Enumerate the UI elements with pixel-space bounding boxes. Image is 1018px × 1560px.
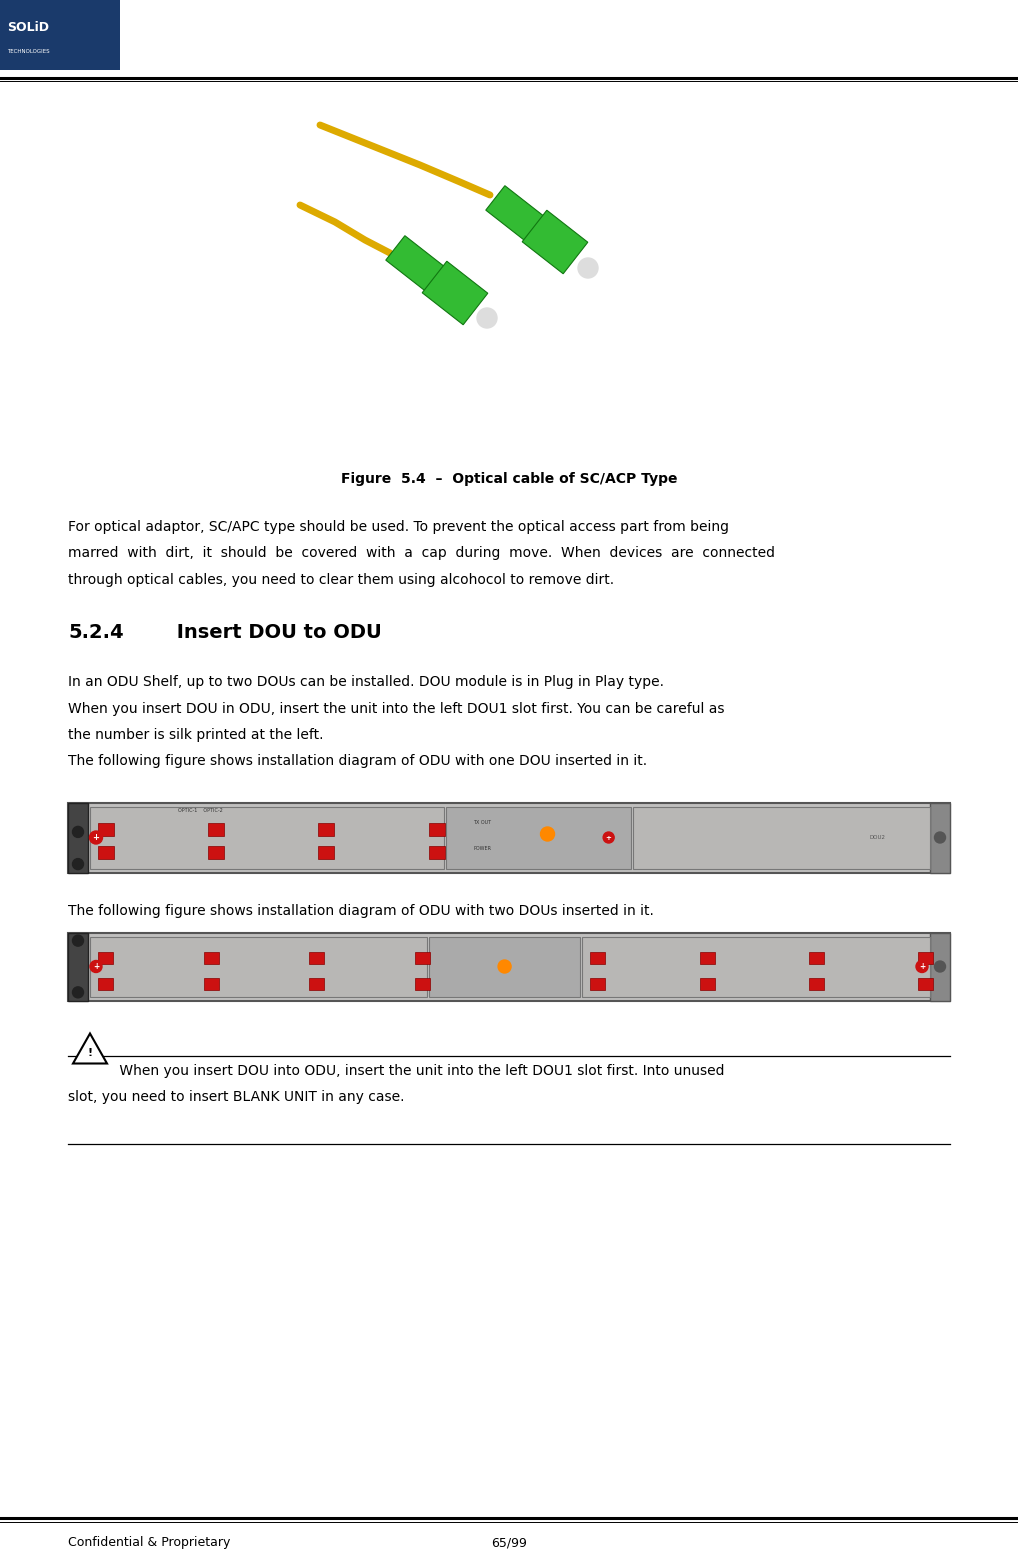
Text: When you insert DOU in ODU, insert the unit into the left DOU1 slot first. You c: When you insert DOU in ODU, insert the u…: [68, 702, 725, 716]
Text: POWER: POWER: [473, 846, 492, 850]
Text: Confidential & Proprietary: Confidential & Proprietary: [68, 1537, 230, 1549]
Circle shape: [578, 257, 598, 278]
Text: TX OUT: TX OUT: [473, 819, 492, 825]
Circle shape: [72, 934, 83, 947]
FancyBboxPatch shape: [90, 936, 427, 997]
Polygon shape: [73, 1033, 107, 1064]
FancyBboxPatch shape: [930, 933, 950, 1000]
FancyBboxPatch shape: [209, 847, 224, 860]
FancyBboxPatch shape: [699, 978, 715, 989]
FancyBboxPatch shape: [633, 807, 930, 869]
Text: OPTIC-1    OPTIC-2: OPTIC-1 OPTIC-2: [178, 808, 223, 813]
FancyBboxPatch shape: [209, 822, 224, 836]
FancyBboxPatch shape: [309, 952, 324, 964]
Text: The following figure shows installation diagram of ODU with one DOU inserted in : The following figure shows installation …: [68, 755, 647, 769]
Text: 65/99: 65/99: [491, 1537, 527, 1549]
FancyBboxPatch shape: [429, 936, 580, 997]
FancyBboxPatch shape: [429, 822, 445, 836]
FancyBboxPatch shape: [918, 952, 934, 964]
FancyBboxPatch shape: [98, 978, 113, 989]
Circle shape: [916, 961, 928, 972]
Text: +: +: [606, 835, 612, 841]
Text: DOU2: DOU2: [869, 835, 886, 839]
Circle shape: [90, 831, 103, 844]
FancyBboxPatch shape: [808, 952, 824, 964]
FancyBboxPatch shape: [0, 0, 120, 70]
Circle shape: [477, 307, 497, 328]
Text: marred  with  dirt,  it  should  be  covered  with  a  cap  during  move.  When : marred with dirt, it should be covered w…: [68, 546, 775, 560]
Text: The following figure shows installation diagram of ODU with two DOUs inserted in: The following figure shows installation …: [68, 905, 654, 919]
Circle shape: [935, 831, 946, 842]
Text: +: +: [93, 963, 99, 970]
FancyBboxPatch shape: [204, 978, 219, 989]
Text: For optical adaptor, SC/APC type should be used. To prevent the optical access p: For optical adaptor, SC/APC type should …: [68, 519, 729, 534]
FancyBboxPatch shape: [590, 978, 606, 989]
FancyBboxPatch shape: [204, 952, 219, 964]
FancyBboxPatch shape: [486, 186, 574, 264]
Circle shape: [498, 959, 511, 973]
Text: +: +: [93, 833, 100, 842]
Circle shape: [72, 858, 83, 869]
FancyBboxPatch shape: [522, 211, 587, 273]
FancyBboxPatch shape: [808, 978, 824, 989]
FancyBboxPatch shape: [98, 822, 114, 836]
Text: TECHNOLOGIES: TECHNOLOGIES: [7, 50, 50, 55]
FancyBboxPatch shape: [699, 952, 715, 964]
Text: When you insert DOU into ODU, insert the unit into the left DOU1 slot first. Int: When you insert DOU into ODU, insert the…: [115, 1064, 725, 1078]
Text: In an ODU Shelf, up to two DOUs can be installed. DOU module is in Plug in Play : In an ODU Shelf, up to two DOUs can be i…: [68, 675, 664, 690]
Text: Insert DOU to ODU: Insert DOU to ODU: [143, 622, 382, 643]
FancyBboxPatch shape: [414, 978, 430, 989]
Text: slot, you need to insert BLANK UNIT in any case.: slot, you need to insert BLANK UNIT in a…: [68, 1090, 404, 1104]
FancyBboxPatch shape: [414, 952, 430, 964]
FancyBboxPatch shape: [429, 847, 445, 860]
Text: Figure  5.4  –  Optical cable of SC/ACP Type: Figure 5.4 – Optical cable of SC/ACP Typ…: [341, 473, 677, 487]
Circle shape: [90, 961, 102, 972]
FancyBboxPatch shape: [918, 978, 934, 989]
FancyBboxPatch shape: [68, 802, 950, 872]
FancyBboxPatch shape: [98, 847, 114, 860]
Circle shape: [541, 827, 555, 841]
FancyBboxPatch shape: [422, 261, 488, 324]
Text: +: +: [919, 963, 925, 970]
FancyBboxPatch shape: [930, 802, 950, 872]
FancyBboxPatch shape: [309, 978, 324, 989]
FancyBboxPatch shape: [319, 822, 335, 836]
Text: 5.2.4: 5.2.4: [68, 622, 123, 643]
Circle shape: [72, 827, 83, 838]
FancyBboxPatch shape: [90, 807, 444, 869]
Circle shape: [72, 987, 83, 998]
FancyBboxPatch shape: [68, 802, 88, 872]
FancyBboxPatch shape: [68, 933, 950, 1000]
FancyBboxPatch shape: [98, 952, 113, 964]
FancyBboxPatch shape: [68, 933, 88, 1000]
Circle shape: [935, 961, 946, 972]
FancyBboxPatch shape: [319, 847, 335, 860]
FancyBboxPatch shape: [590, 952, 606, 964]
Text: through optical cables, you need to clear them using alcohocol to remove dirt.: through optical cables, you need to clea…: [68, 573, 614, 587]
Circle shape: [603, 831, 614, 842]
FancyBboxPatch shape: [582, 936, 930, 997]
FancyBboxPatch shape: [386, 236, 474, 314]
Text: the number is silk printed at the left.: the number is silk printed at the left.: [68, 729, 324, 743]
FancyBboxPatch shape: [446, 807, 631, 869]
Text: SOLiD: SOLiD: [7, 22, 49, 34]
Text: !: !: [88, 1047, 93, 1058]
